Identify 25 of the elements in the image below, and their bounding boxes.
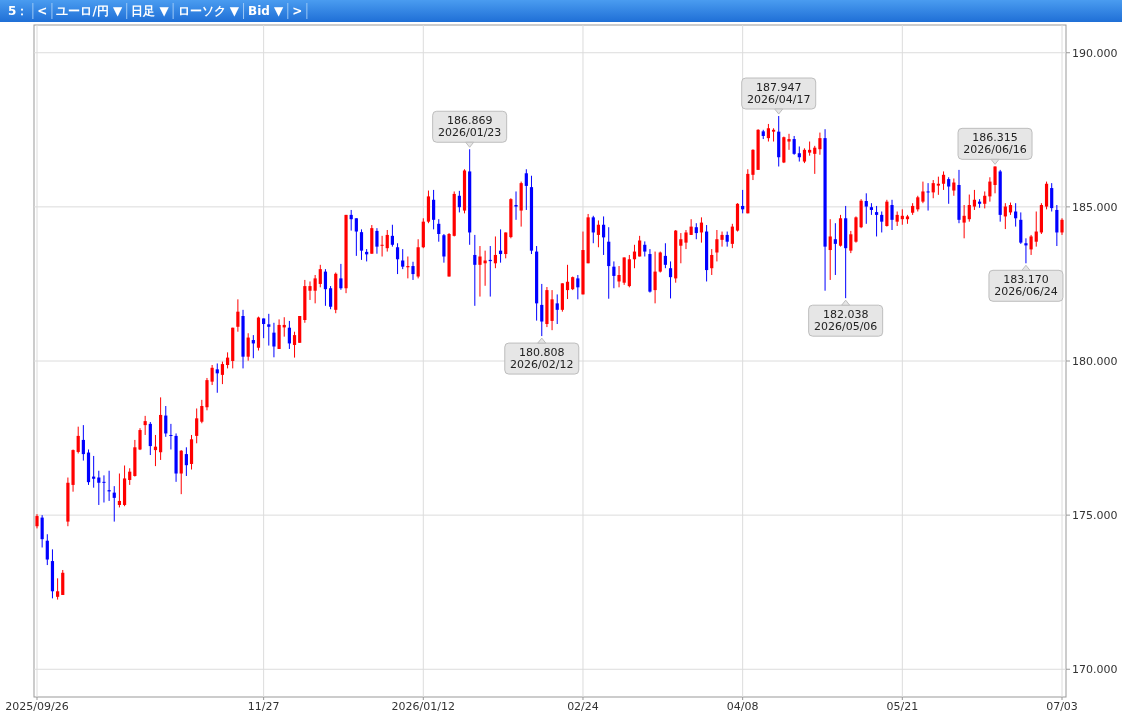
- x-tick-label: 02/24: [567, 700, 599, 713]
- y-tick-label: 175.000: [1072, 509, 1118, 523]
- x-tick-label: 11/27: [247, 700, 280, 713]
- x-tick-label: 04/08: [726, 700, 759, 713]
- y-tick-label: 185.000: [1072, 200, 1118, 214]
- annotation: 183.170 2026/06/24: [994, 273, 1058, 299]
- callout: 180.808 2026/02/12: [504, 337, 580, 375]
- y-tick-label: 190.000: [1072, 46, 1118, 60]
- annotation: 186.869 2026/01/23: [437, 114, 502, 140]
- callout: 186.869 2026/01/23: [432, 110, 508, 148]
- annotation: 180.808 2026/02/12: [510, 346, 574, 372]
- callout: 183.170 2026/06/24: [988, 264, 1064, 302]
- annotation: 187.947 2026/04/17: [747, 81, 811, 107]
- x-tick-label: 07/03: [1046, 700, 1078, 713]
- annotation: 182.038 2026/05/06: [813, 308, 878, 334]
- annotation: 186.315 2026/06/16: [963, 131, 1027, 157]
- x-tick-label: 2026/01/12: [391, 700, 456, 713]
- callout: 186.315 2026/06/16: [957, 127, 1033, 165]
- y-tick-label: 170.000: [1072, 663, 1118, 677]
- x-tick-label: 2025/09/26: [5, 700, 69, 713]
- x-tick-label: 05/21: [886, 700, 919, 713]
- toolbar: 5： < ユーロ/円 ▼ 日足 ▼ ローソク ▼ Bid ▼ >: [8, 2, 308, 20]
- callout: 182.038 2026/05/06: [808, 299, 884, 337]
- y-tick-label: 180.000: [1072, 355, 1118, 368]
- callout: 187.947 2026/04/17: [741, 77, 817, 115]
